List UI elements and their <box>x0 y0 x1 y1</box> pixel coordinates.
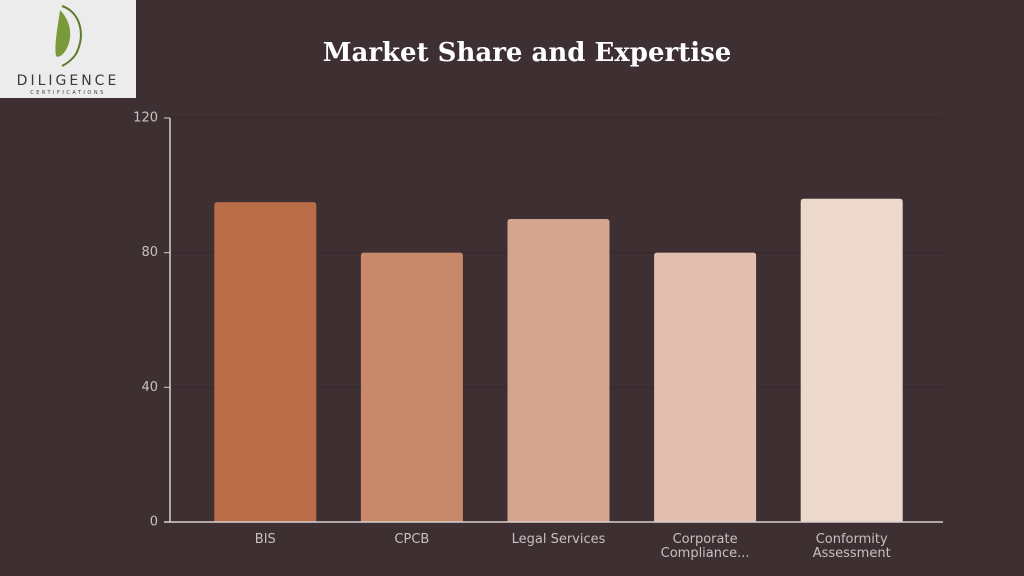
y-tick-label: 80 <box>141 245 158 260</box>
x-tick-label: BIS <box>254 532 276 547</box>
bar <box>507 219 610 522</box>
bar <box>214 202 317 522</box>
x-tick-label: Legal Services <box>511 532 606 547</box>
logo-mark <box>55 5 82 67</box>
logo: DILIGENCE CERTIFICATIONS <box>0 0 136 98</box>
x-tick-label: Conformity Assessment <box>812 532 891 561</box>
y-tick-label: 120 <box>133 111 158 126</box>
x-tick-label: Corporate Compliance... <box>660 532 750 561</box>
logo-name: DILIGENCE <box>16 73 120 89</box>
logo-tagline: CERTIFICATIONS <box>30 90 106 96</box>
bar <box>800 198 903 523</box>
chart-title: Market Share and Expertise <box>322 38 732 68</box>
x-tick-label: CPCB <box>394 532 430 547</box>
bar <box>360 252 463 522</box>
y-tick-label: 40 <box>141 380 158 395</box>
bar <box>654 252 757 522</box>
y-tick-label: 0 <box>150 515 158 530</box>
